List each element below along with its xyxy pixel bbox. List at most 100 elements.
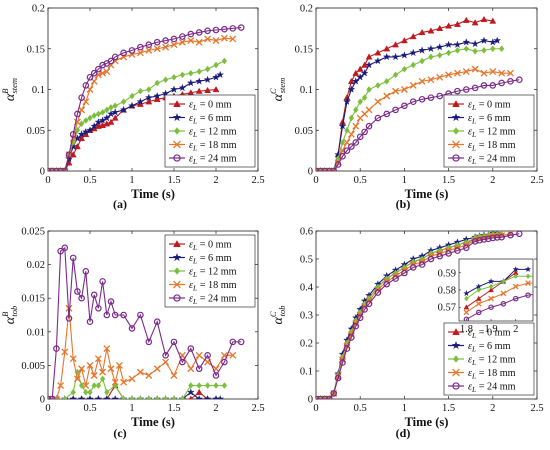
inset-data-point	[463, 309, 470, 316]
panel-a-legend-marker-1	[172, 112, 182, 122]
x-tick-label: 0	[313, 175, 318, 186]
data-point	[220, 34, 228, 42]
x-tick-label: 2	[490, 403, 495, 414]
plot-area	[316, 15, 523, 171]
x-tick-label: 0	[313, 403, 318, 414]
data-point	[108, 104, 114, 111]
panel-label: (b)	[396, 197, 411, 211]
data-point	[65, 315, 73, 322]
data-point	[347, 85, 356, 93]
data-point	[498, 79, 505, 87]
data-point	[374, 114, 382, 122]
data-point	[153, 91, 162, 100]
data-point	[463, 45, 470, 53]
data-point	[409, 264, 417, 271]
data-point	[427, 76, 435, 84]
data-point	[86, 318, 94, 326]
data-point	[69, 394, 78, 399]
data-point	[462, 86, 470, 93]
data-point	[347, 130, 355, 138]
data-point	[325, 167, 333, 171]
data-point	[481, 46, 487, 54]
data-point	[83, 388, 89, 396]
panel-a-legend-marker-4	[173, 154, 181, 162]
panel-b-legend-marker-1	[451, 112, 461, 122]
data-point	[187, 365, 195, 373]
data-point	[361, 94, 368, 102]
data-point	[87, 114, 93, 122]
y-tick-label: 0.6	[300, 227, 313, 238]
data-point	[356, 65, 364, 72]
data-point	[365, 106, 373, 114]
data-point	[374, 98, 382, 106]
data-point	[77, 394, 86, 399]
data-point	[419, 57, 425, 65]
data-point	[472, 47, 478, 55]
data-point	[436, 24, 444, 32]
y-tick-label: 0.005	[21, 361, 45, 372]
data-point	[409, 48, 418, 57]
data-point	[356, 133, 364, 141]
panel-d-legend-label-3: εL = 18 mm	[468, 368, 516, 381]
data-point	[418, 77, 426, 85]
data-point	[339, 139, 346, 146]
data-point	[516, 76, 523, 84]
data-point	[204, 35, 212, 43]
x-tick-label: 0.5	[83, 403, 96, 414]
data-point	[95, 382, 102, 389]
y-tick-label: 0.4	[300, 283, 314, 294]
x-tick-label: 1.5	[442, 403, 455, 414]
data-point	[103, 345, 111, 353]
x-tick-label: 2	[213, 175, 218, 186]
data-point	[78, 382, 85, 389]
panel-c-legend-marker-3	[173, 280, 181, 289]
inset-data-point	[488, 295, 494, 302]
panel-a-legend-marker-2	[173, 127, 181, 135]
panel-c-legend-marker-4	[173, 294, 181, 302]
data-point	[365, 60, 373, 69]
data-point	[436, 252, 444, 260]
data-point	[334, 374, 342, 382]
data-point	[216, 394, 225, 399]
plot-area	[48, 24, 245, 171]
data-point	[454, 46, 461, 54]
data-point	[347, 77, 355, 84]
panel-c-legend-label-1: εL = 6 mm	[189, 253, 232, 266]
inset-y-tick-label: 0.59	[438, 268, 456, 279]
data-point	[375, 82, 381, 89]
data-point	[321, 167, 329, 171]
inset-data-point	[488, 287, 494, 293]
data-point	[392, 71, 399, 79]
inset-data-point	[524, 265, 532, 273]
data-point	[82, 268, 90, 275]
x-axis-label: Time (s)	[131, 415, 175, 429]
data-point	[145, 46, 153, 54]
data-point	[212, 37, 220, 45]
panel-d-legend-label-2: εL = 12 mm	[468, 355, 516, 368]
data-point	[154, 79, 160, 87]
data-point	[99, 278, 106, 285]
data-point	[128, 325, 136, 332]
data-point	[204, 27, 211, 35]
data-point	[436, 73, 444, 81]
data-point	[111, 114, 119, 121]
panel-c: 0 0.5 1 1.5 2 2.5 0 0.005 0.01 0.015 0.02 0.025 Time…	[0, 227, 265, 441]
data-point	[94, 118, 103, 126]
panel-c-legend-marker-1	[172, 252, 182, 262]
data-point	[107, 118, 115, 125]
inset-data-point	[513, 273, 518, 280]
data-point	[212, 26, 220, 34]
data-point	[145, 98, 153, 105]
data-point	[436, 92, 444, 100]
data-point	[330, 390, 337, 397]
inset-plot-area	[463, 265, 533, 321]
data-point	[94, 394, 103, 399]
data-point	[91, 382, 97, 389]
data-point	[485, 231, 492, 239]
inset-data-point	[512, 265, 519, 273]
data-point	[317, 395, 324, 399]
plot-area	[316, 231, 523, 399]
data-point	[321, 395, 329, 399]
y-tick-label: 0.15	[295, 44, 313, 55]
panel-label: (c)	[113, 426, 126, 440]
